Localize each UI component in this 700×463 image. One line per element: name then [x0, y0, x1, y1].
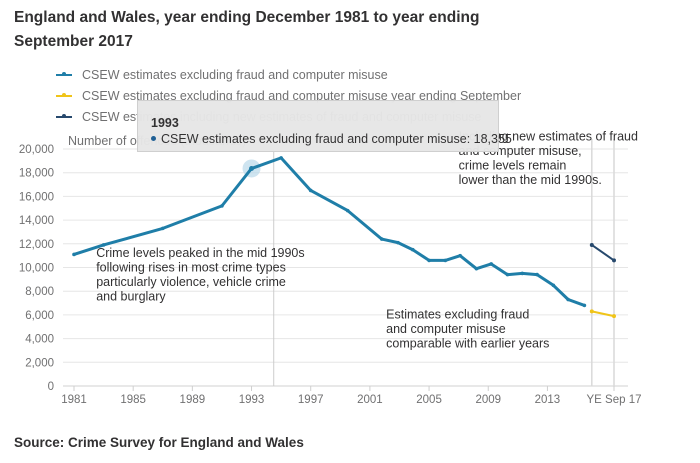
- data-point[interactable]: [582, 303, 587, 308]
- source-note: Source: Crime Survey for England and Wal…: [14, 435, 304, 450]
- tooltip-sep: :: [466, 132, 474, 146]
- y-tick-label: 8,000: [25, 286, 54, 298]
- data-point[interactable]: [279, 156, 283, 160]
- data-point[interactable]: [308, 188, 313, 193]
- tooltip-year: 1993: [151, 116, 179, 130]
- series-dot-icon: [151, 136, 156, 142]
- y-tick-label: 10,000: [19, 263, 54, 275]
- tooltip: 1993 CSEW estimates excluding fraud and …: [137, 100, 512, 152]
- annotation-text: Crime levels peaked in the mid 1990s: [96, 246, 304, 260]
- chart-title: England and Wales, year ending December …: [14, 9, 480, 50]
- data-point[interactable]: [612, 258, 616, 263]
- data-point[interactable]: [458, 253, 462, 258]
- series-line[interactable]: [590, 310, 615, 318]
- annotation-text: particularly violence, vehicle crime: [96, 275, 286, 289]
- legend-swatch-icon: [56, 72, 72, 76]
- data-point[interactable]: [551, 283, 556, 288]
- data-point[interactable]: [220, 204, 224, 208]
- annotations: Crime levels peaked in the mid 1990sfoll…: [96, 130, 638, 351]
- y-tick-label: 20,000: [19, 144, 54, 156]
- x-tick-label: 1981: [61, 394, 87, 406]
- tooltip-row: CSEW estimates excluding fraud and compu…: [151, 132, 512, 146]
- data-point[interactable]: [535, 272, 539, 277]
- x-tick-label: 1989: [180, 394, 206, 406]
- data-point[interactable]: [427, 258, 431, 263]
- x-tick-label: YE Sep 17: [587, 394, 642, 406]
- annotation-text: crime levels remain: [459, 159, 567, 173]
- data-point[interactable]: [589, 309, 594, 314]
- annotation-text: and burglary: [96, 289, 166, 303]
- legend-item-main[interactable]: CSEW estimates excluding fraud and compu…: [56, 64, 521, 85]
- y-tick-label: 0: [48, 381, 54, 393]
- reference-lines: [273, 139, 615, 386]
- tooltip-series: CSEW estimates excluding fraud and compu…: [161, 132, 467, 146]
- data-point[interactable]: [589, 242, 594, 247]
- tooltip-value: 18,355: [473, 132, 512, 146]
- y-tick-label: 12,000: [19, 239, 54, 251]
- y-axis: 0 2,000 4,000 6,000 8,000 10,000 12,000 14,000 1…: [19, 144, 54, 393]
- data-point[interactable]: [72, 252, 76, 257]
- x-tick-label: 2009: [475, 394, 501, 406]
- series-lines[interactable]: [72, 156, 616, 319]
- x-tick-label: 1985: [120, 394, 146, 406]
- y-tick-label: 4,000: [25, 334, 54, 346]
- data-point[interactable]: [443, 258, 448, 263]
- legend-label: CSEW estimates excluding fraud and compu…: [82, 88, 522, 103]
- annotation-text: lower than the mid 1990s.: [459, 173, 602, 187]
- y-tick-label: 16,000: [19, 191, 54, 203]
- data-point[interactable]: [101, 243, 106, 247]
- annotation-text: comparable with earlier years: [386, 336, 549, 350]
- x-tick-label: 2001: [357, 394, 383, 406]
- y-tick-label: 2,000: [25, 357, 54, 369]
- data-point[interactable]: [505, 272, 510, 277]
- x-axis: 1981 1985 1989 1993 1997 2001 2005 2009 2013 YE S…: [61, 386, 641, 406]
- data-point[interactable]: [520, 271, 525, 276]
- x-tick-label: 1993: [239, 394, 265, 406]
- x-tick-label: 2005: [416, 394, 442, 406]
- legend-swatch-icon: [56, 93, 72, 97]
- y-tick-label: 6,000: [25, 310, 54, 322]
- x-tick-label: 1997: [298, 394, 324, 406]
- data-point[interactable]: [612, 314, 616, 319]
- data-point[interactable]: [396, 240, 400, 245]
- annotation-text: following rises in most crime types: [96, 260, 286, 274]
- annotation-text: Estimates excluding fraud: [386, 307, 529, 321]
- data-point[interactable]: [566, 297, 570, 302]
- hovered-point: [249, 165, 255, 171]
- legend-item-ye-sep-excluding[interactable]: CSEW estimates excluding fraud and compu…: [56, 85, 521, 106]
- data-point[interactable]: [379, 237, 384, 241]
- series-line[interactable]: [72, 156, 586, 307]
- annotation-text: and computer misuse: [386, 322, 506, 336]
- data-point[interactable]: [474, 266, 479, 271]
- data-point[interactable]: [410, 247, 415, 252]
- legend-swatch-icon: [56, 114, 72, 118]
- data-point[interactable]: [489, 262, 494, 266]
- x-tick-label: 2013: [535, 394, 561, 406]
- series-line[interactable]: [590, 243, 615, 262]
- y-tick-label: 18,000: [19, 168, 54, 180]
- annotation-text: Including new estimates of fraud: [459, 130, 638, 144]
- data-point[interactable]: [160, 226, 165, 231]
- data-point[interactable]: [345, 208, 350, 213]
- y-tick-label: 14,000: [19, 215, 54, 227]
- legend-label: CSEW estimates excluding fraud and compu…: [82, 67, 388, 82]
